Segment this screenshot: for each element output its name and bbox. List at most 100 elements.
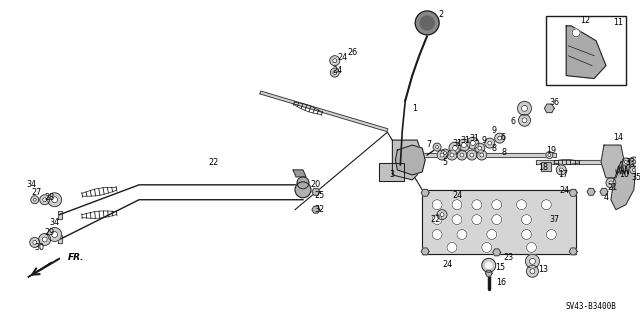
Circle shape — [478, 146, 482, 150]
Circle shape — [556, 165, 566, 175]
Text: 8: 8 — [501, 148, 506, 157]
Text: 13: 13 — [538, 265, 548, 274]
Text: 16: 16 — [495, 278, 506, 287]
Text: 8: 8 — [492, 144, 496, 152]
Bar — [541, 162, 551, 171]
Circle shape — [432, 200, 442, 210]
Circle shape — [441, 149, 449, 157]
Circle shape — [527, 242, 536, 252]
Circle shape — [33, 241, 36, 244]
Circle shape — [452, 200, 462, 210]
Circle shape — [330, 56, 340, 66]
Circle shape — [333, 70, 337, 75]
Text: 4: 4 — [604, 193, 609, 202]
Circle shape — [495, 133, 505, 143]
Circle shape — [415, 11, 439, 35]
Circle shape — [525, 254, 540, 268]
Polygon shape — [600, 188, 608, 195]
Text: 31: 31 — [470, 134, 480, 143]
Circle shape — [629, 157, 639, 167]
Circle shape — [516, 200, 527, 210]
Circle shape — [632, 168, 636, 171]
Circle shape — [461, 143, 467, 148]
Text: 10: 10 — [619, 170, 629, 179]
Circle shape — [541, 200, 551, 210]
Polygon shape — [260, 91, 388, 132]
Text: 22: 22 — [209, 159, 219, 167]
Text: 24: 24 — [338, 53, 348, 62]
Circle shape — [457, 150, 467, 160]
Circle shape — [530, 269, 535, 274]
Polygon shape — [396, 145, 425, 175]
Text: 6: 6 — [500, 133, 505, 142]
Text: 28: 28 — [45, 193, 55, 202]
Circle shape — [529, 258, 536, 264]
Text: 23: 23 — [504, 253, 514, 262]
Circle shape — [486, 262, 492, 268]
Circle shape — [30, 237, 40, 248]
Circle shape — [444, 152, 447, 154]
Polygon shape — [485, 270, 492, 276]
Text: 2: 2 — [438, 11, 444, 19]
Polygon shape — [421, 189, 429, 196]
Circle shape — [522, 215, 531, 225]
Circle shape — [475, 143, 484, 153]
Circle shape — [457, 230, 467, 240]
Text: 3: 3 — [390, 170, 395, 179]
Circle shape — [572, 29, 580, 37]
Circle shape — [470, 153, 474, 157]
Circle shape — [546, 152, 553, 159]
Circle shape — [31, 196, 39, 204]
Text: 34: 34 — [50, 218, 60, 227]
Circle shape — [487, 230, 497, 240]
Circle shape — [432, 215, 442, 225]
Circle shape — [43, 198, 47, 202]
Text: 35: 35 — [632, 174, 640, 182]
Polygon shape — [58, 211, 61, 219]
Circle shape — [432, 230, 442, 240]
Circle shape — [606, 178, 616, 188]
Circle shape — [467, 137, 479, 149]
Text: FR.: FR. — [68, 253, 84, 262]
Circle shape — [458, 139, 470, 151]
Circle shape — [33, 198, 36, 201]
Circle shape — [484, 138, 495, 148]
Polygon shape — [545, 104, 554, 113]
Circle shape — [609, 181, 613, 185]
Polygon shape — [493, 249, 500, 256]
Circle shape — [625, 160, 627, 163]
Bar — [547, 16, 626, 85]
Text: 24: 24 — [442, 260, 452, 269]
Circle shape — [547, 230, 556, 240]
Bar — [422, 190, 576, 254]
Text: 14: 14 — [613, 133, 623, 142]
Circle shape — [333, 59, 337, 63]
Text: 19: 19 — [547, 145, 556, 155]
Bar — [380, 163, 404, 181]
Circle shape — [48, 227, 61, 241]
Text: 36: 36 — [549, 98, 559, 107]
Polygon shape — [421, 248, 429, 255]
Circle shape — [492, 200, 502, 210]
Circle shape — [452, 145, 458, 151]
Circle shape — [447, 150, 457, 160]
Circle shape — [452, 215, 462, 225]
Circle shape — [522, 230, 531, 240]
Circle shape — [40, 195, 50, 205]
Polygon shape — [293, 170, 306, 177]
Text: 29: 29 — [45, 228, 55, 237]
Polygon shape — [611, 160, 636, 210]
Text: 20: 20 — [311, 180, 321, 189]
Text: 9: 9 — [491, 126, 496, 135]
Circle shape — [518, 101, 531, 115]
Circle shape — [433, 143, 441, 151]
Circle shape — [470, 141, 476, 145]
Polygon shape — [601, 145, 624, 178]
Circle shape — [472, 200, 482, 210]
Circle shape — [42, 237, 47, 242]
Circle shape — [480, 153, 484, 157]
Text: 17: 17 — [558, 170, 568, 179]
Circle shape — [482, 258, 496, 272]
Text: 9: 9 — [481, 136, 486, 145]
Bar — [380, 163, 404, 181]
